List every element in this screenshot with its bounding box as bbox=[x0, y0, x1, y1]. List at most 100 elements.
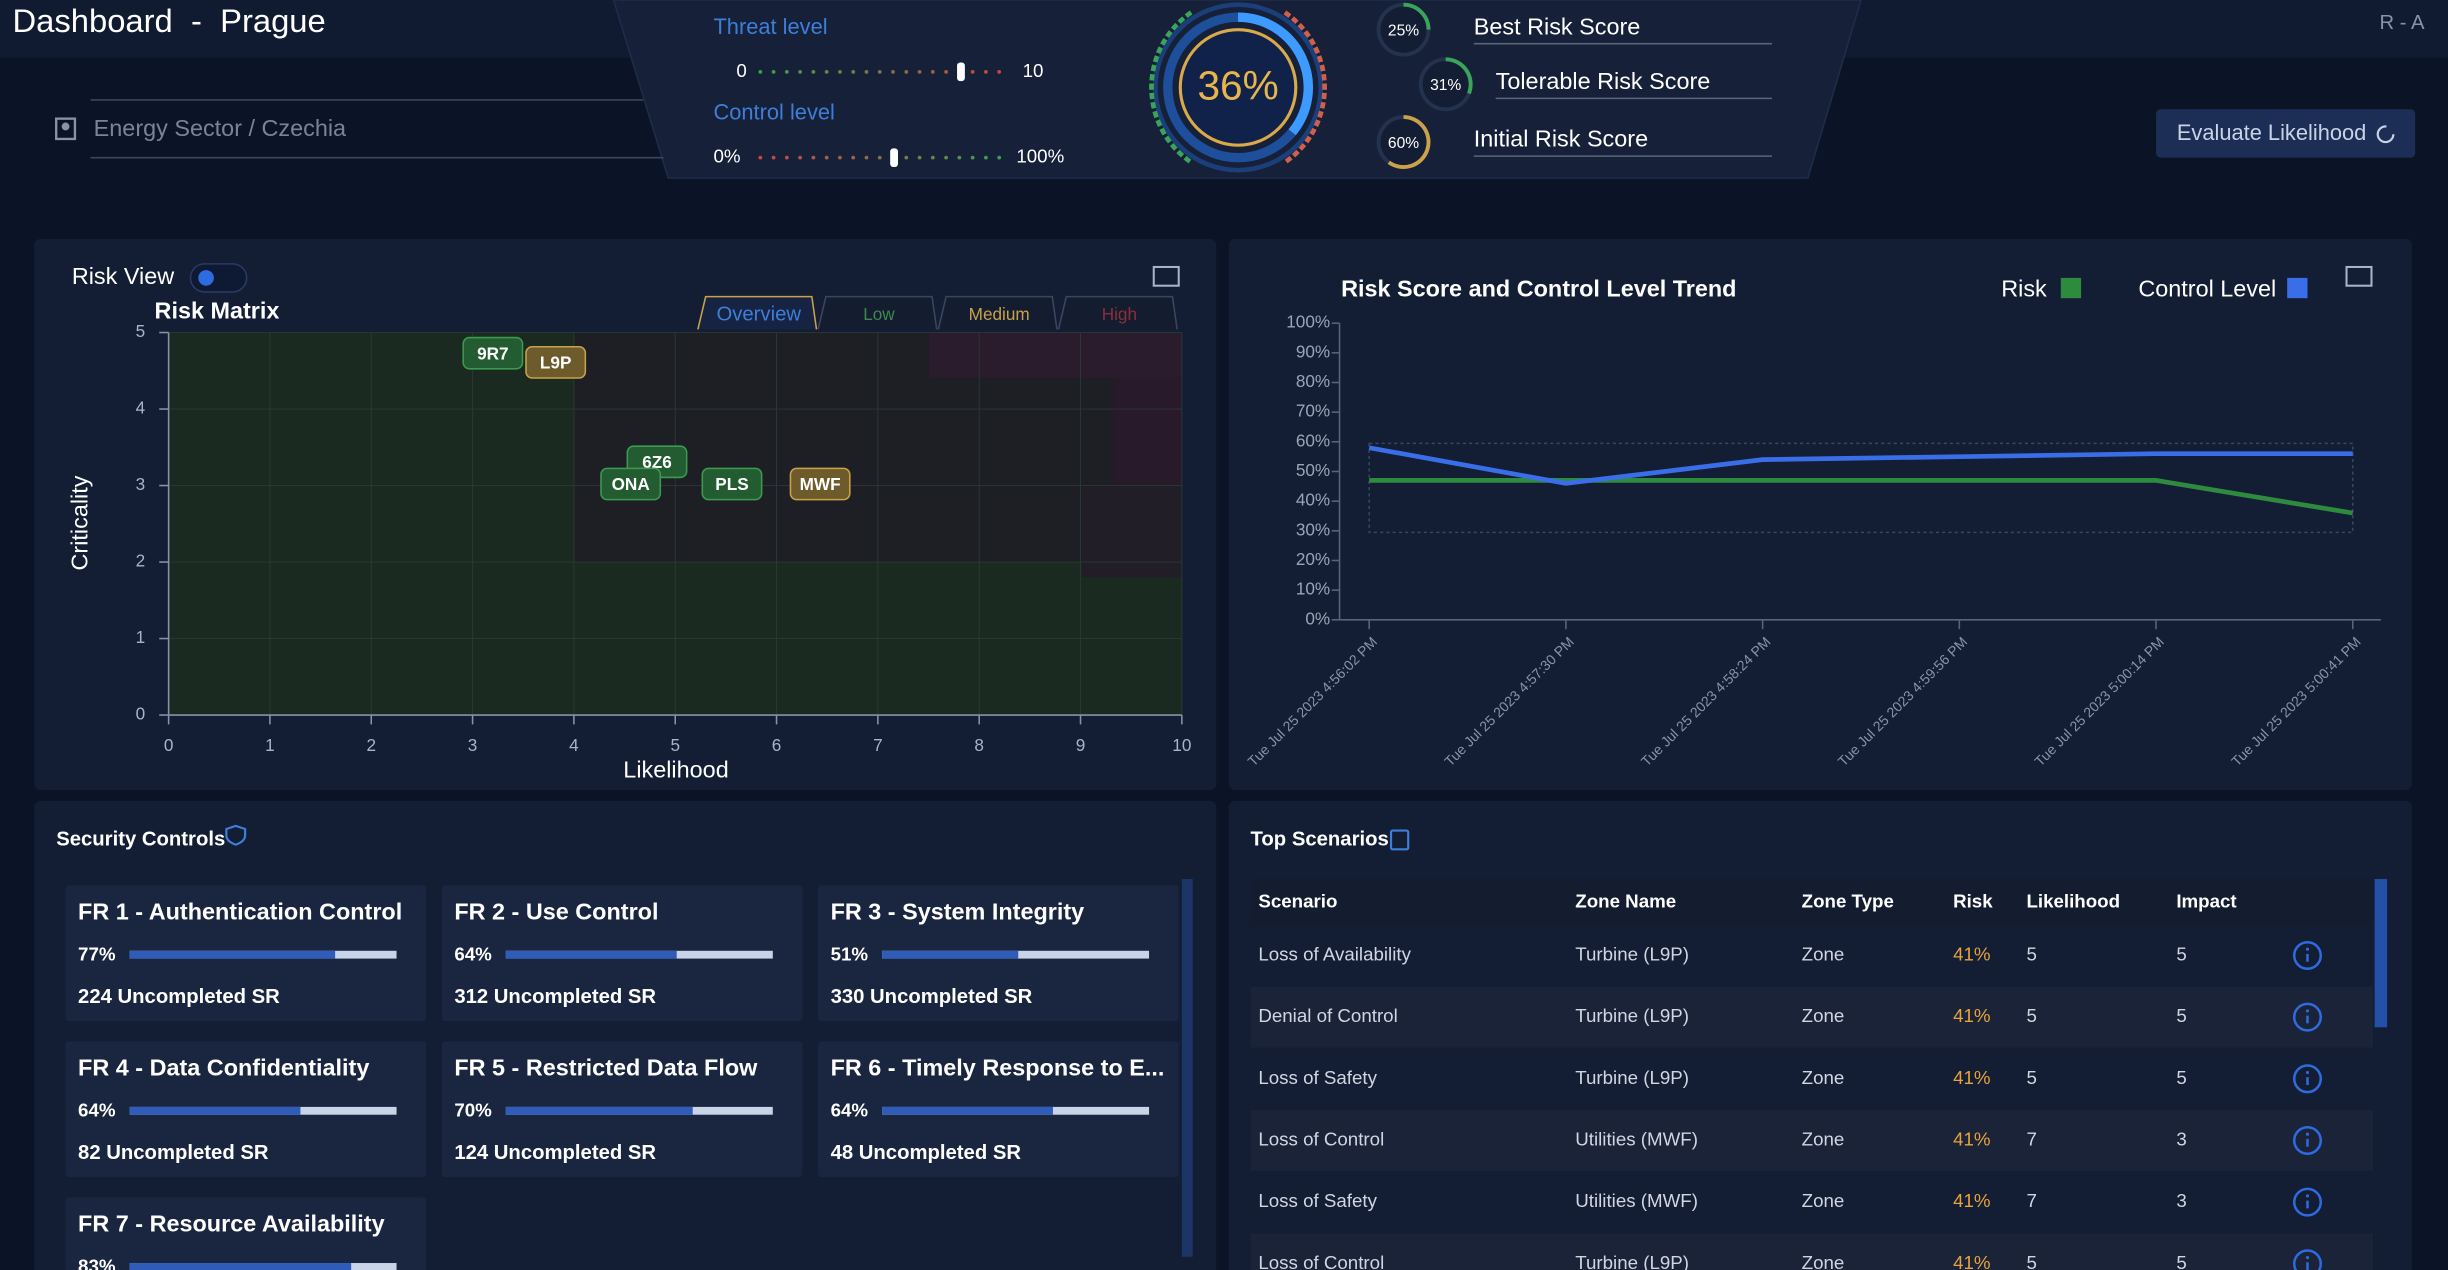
calendar-icon bbox=[1389, 829, 1410, 851]
table-cell: 5 bbox=[2176, 1067, 2186, 1088]
evaluate-button-label[interactable]: Evaluate Likelihood bbox=[2177, 120, 2366, 145]
control-name: FR 3 - System Integrity bbox=[831, 899, 1085, 925]
slider-thumb[interactable] bbox=[957, 62, 965, 82]
info-button[interactable] bbox=[2292, 1064, 2323, 1094]
info-button-dot bbox=[2305, 1194, 2310, 1198]
x-axis-title: Likelihood bbox=[623, 756, 728, 782]
matrix-tab-label[interactable]: Medium bbox=[969, 304, 1030, 324]
x-tick-label: 7 bbox=[873, 735, 883, 755]
legend-swatch[interactable] bbox=[2287, 277, 2308, 299]
slider-dot bbox=[984, 155, 988, 160]
scenarios-title: Top Scenarios bbox=[1251, 828, 1389, 850]
matrix-tab[interactable] bbox=[697, 295, 818, 330]
zone-medium bbox=[1081, 483, 1182, 578]
risk-point-label[interactable]: MWF bbox=[800, 474, 841, 494]
y-tick-label: 60% bbox=[1296, 430, 1330, 450]
table-scrollbar[interactable] bbox=[2374, 878, 2388, 1028]
score-name: Best Risk Score bbox=[1474, 13, 1641, 39]
risk-point-label[interactable]: L9P bbox=[540, 352, 571, 372]
table-cell: 7 bbox=[2026, 1190, 2036, 1211]
table-header-row bbox=[1250, 878, 2374, 926]
score-value: 31% bbox=[1430, 77, 1461, 94]
slider-dot bbox=[811, 69, 816, 74]
control-max: 100% bbox=[1016, 146, 1064, 167]
table-cell: Denial of Control bbox=[1258, 1005, 1397, 1026]
x-tick-label: 9 bbox=[1076, 735, 1086, 755]
matrix-tab[interactable] bbox=[1057, 295, 1178, 330]
risk-point[interactable] bbox=[789, 467, 851, 501]
evaluate-button[interactable] bbox=[2156, 109, 2416, 158]
matrix-tab-label[interactable]: High bbox=[1102, 304, 1137, 324]
x-tick-label: 5 bbox=[670, 735, 680, 755]
matrix-tab[interactable] bbox=[937, 295, 1058, 330]
score-name: Tolerable Risk Score bbox=[1496, 68, 1711, 94]
control-uncompleted: 224 Uncompleted SR bbox=[78, 986, 280, 1008]
slider-dot bbox=[838, 69, 842, 74]
risk-point[interactable] bbox=[600, 467, 662, 501]
slider-thumb[interactable] bbox=[890, 148, 898, 168]
slider-dot bbox=[758, 155, 763, 160]
search-input[interactable]: Energy Sector / Czechia bbox=[94, 115, 347, 141]
info-button[interactable] bbox=[2292, 1187, 2323, 1217]
expand-icon[interactable] bbox=[2345, 265, 2373, 287]
legend-label[interactable]: Control Level bbox=[2138, 276, 2276, 302]
y-tick-label: 0 bbox=[136, 704, 146, 724]
table-cell: Turbine (L9P) bbox=[1575, 1005, 1689, 1026]
table-cell: Zone bbox=[1802, 943, 1845, 964]
table-cell: Loss of Control bbox=[1258, 1252, 1384, 1270]
info-button[interactable] bbox=[2292, 1002, 2323, 1032]
matrix-tab-label[interactable]: Overview bbox=[716, 304, 801, 326]
y-tick-label: 90% bbox=[1296, 341, 1330, 361]
control-bar bbox=[129, 1263, 352, 1270]
table-cell: 41% bbox=[1953, 1190, 1990, 1211]
table-cell: 5 bbox=[2176, 1005, 2186, 1026]
control-name: FR 5 - Restricted Data Flow bbox=[454, 1055, 758, 1081]
table-cell: 3 bbox=[2176, 1128, 2186, 1149]
controls-scrollbar[interactable] bbox=[1181, 878, 1193, 1257]
matrix-tab[interactable] bbox=[817, 295, 938, 330]
risk-point[interactable] bbox=[701, 467, 763, 501]
zone-high bbox=[928, 332, 1182, 378]
info-button[interactable] bbox=[2292, 1125, 2323, 1155]
table-row-bg bbox=[1250, 1233, 2374, 1270]
risk-point-label[interactable]: 9R7 bbox=[477, 343, 508, 363]
trend-line bbox=[1369, 478, 2354, 516]
risk-point[interactable] bbox=[525, 345, 587, 379]
control-percent: 64% bbox=[454, 943, 492, 964]
legend-swatch[interactable] bbox=[2060, 277, 2082, 299]
expand-icon[interactable] bbox=[1152, 265, 1180, 287]
x-tick-label: 1 bbox=[265, 735, 275, 755]
y-tick-label: 1 bbox=[136, 627, 146, 647]
user-badge[interactable]: R - A bbox=[2379, 12, 2425, 34]
slider-dot bbox=[877, 69, 882, 74]
legend-label[interactable]: Risk bbox=[2001, 276, 2047, 302]
table-cell: 41% bbox=[1953, 1128, 1990, 1149]
table-header: Scenario bbox=[1258, 890, 1337, 911]
y-tick-label: 20% bbox=[1296, 549, 1330, 569]
control-bar bbox=[505, 1106, 693, 1115]
x-tick-label: 3 bbox=[468, 735, 478, 755]
risk-point-label[interactable]: ONA bbox=[612, 474, 650, 494]
shield-icon bbox=[225, 824, 247, 846]
gauge-core bbox=[1178, 28, 1298, 147]
y-tick-label: 2 bbox=[136, 551, 146, 571]
info-button[interactable] bbox=[2292, 1249, 2322, 1270]
control-percent: 64% bbox=[831, 1100, 869, 1121]
slider-dot bbox=[917, 69, 922, 74]
risk-point-label[interactable]: PLS bbox=[715, 474, 748, 494]
controls-title: Security Controls bbox=[56, 828, 225, 850]
info-button[interactable] bbox=[2292, 940, 2323, 970]
control-min: 0% bbox=[713, 146, 740, 167]
table-cell: Zone bbox=[1802, 1252, 1845, 1270]
risk-point[interactable] bbox=[462, 336, 524, 370]
control-bar bbox=[129, 950, 336, 959]
risk-point-label[interactable]: 6Z6 bbox=[642, 452, 672, 472]
matrix-tab-label[interactable]: Low bbox=[863, 304, 895, 324]
score-value: 25% bbox=[1388, 22, 1419, 39]
y-tick-label: 4 bbox=[136, 398, 146, 418]
gauge-side-arc bbox=[1149, 10, 1193, 165]
table-cell: Utilities (MWF) bbox=[1575, 1128, 1698, 1149]
control-card[interactable] bbox=[65, 1197, 427, 1270]
control-percent: 70% bbox=[454, 1100, 492, 1121]
trend-line bbox=[1368, 445, 2353, 486]
